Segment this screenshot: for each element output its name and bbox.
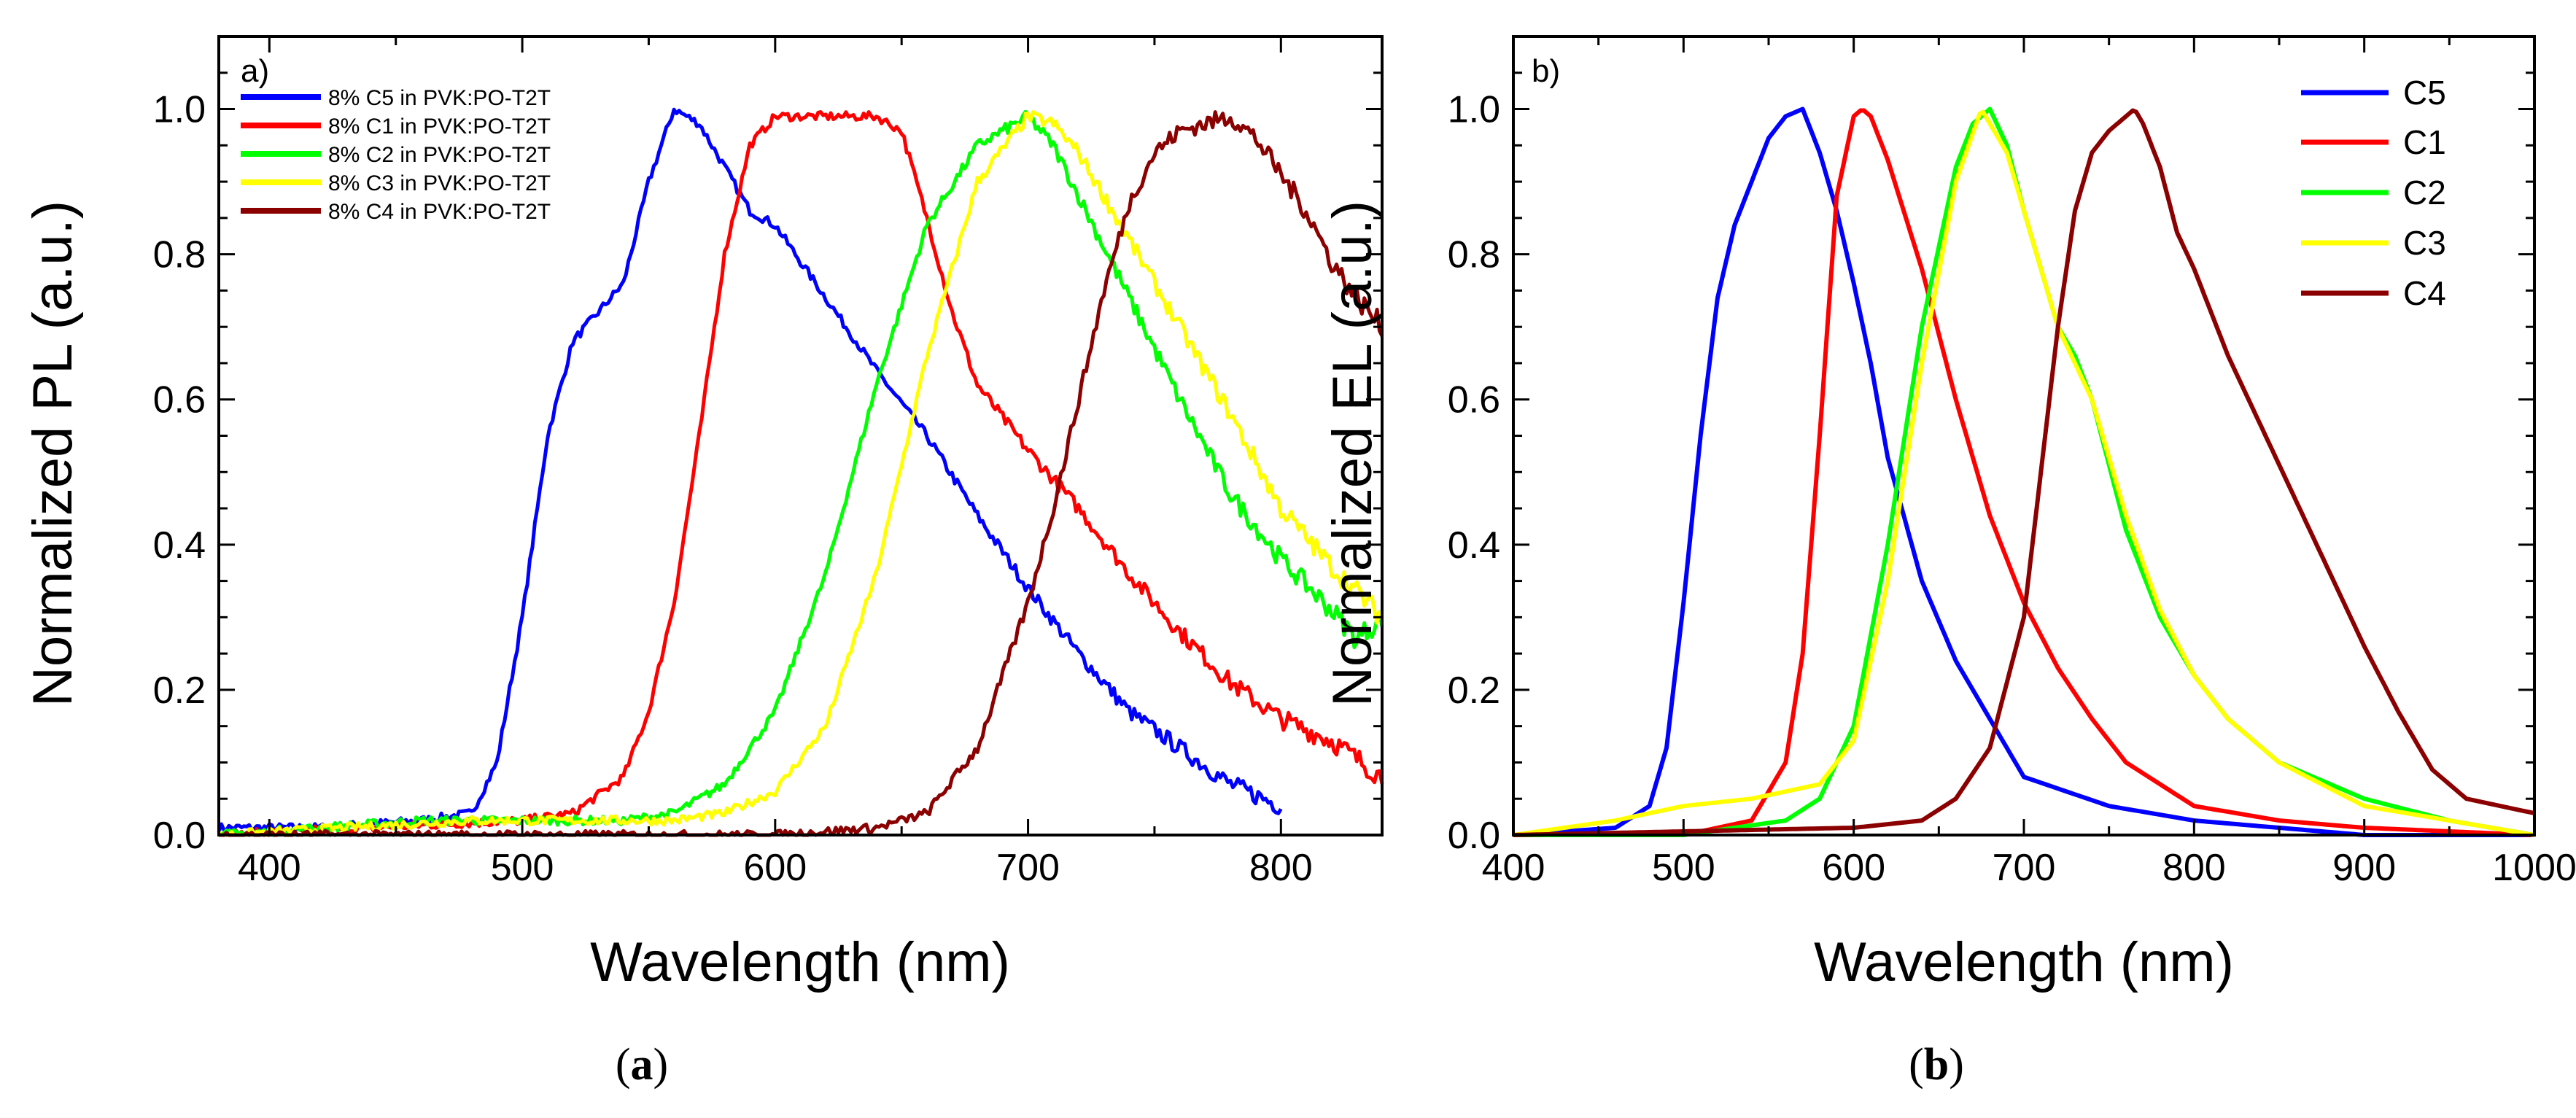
caption-b-letter: b xyxy=(1924,1040,1949,1090)
legend-label-b-3: C3 xyxy=(2403,224,2446,262)
legend-label-a-2: 8% C2 in PVK:PO-T2T xyxy=(328,143,551,167)
caption-b: (b) xyxy=(1909,1040,1964,1090)
panel-label-b: b) xyxy=(1532,53,1560,89)
legend-b: C5 C1 C2 C3 C4 xyxy=(2301,74,2446,312)
series-line-a-2 xyxy=(219,109,1384,837)
legend-label-b-4: C4 xyxy=(2403,274,2446,312)
x-tick-label-a: 500 xyxy=(491,847,554,889)
y-tick-label-a: 0.6 xyxy=(153,379,206,422)
legend-item-b-1: C1 xyxy=(2301,123,2446,161)
x-axis-label-b: Wavelength (nm) xyxy=(1814,931,2234,993)
legend-label-b-1: C1 xyxy=(2403,123,2446,161)
caption-a-letter: a xyxy=(631,1040,653,1090)
legend-item-b-4: C4 xyxy=(2301,274,2446,312)
legend-a: 8% C5 in PVK:PO-T2T 8% C1 in PVK:PO-T2T … xyxy=(241,86,551,224)
caption-a-open: ( xyxy=(616,1040,631,1090)
x-tick-label-a: 800 xyxy=(1249,847,1313,889)
legend-item-a-2: 8% C2 in PVK:PO-T2T xyxy=(241,143,551,167)
y-axis-label-a: Normalized PL (a.u.) xyxy=(22,201,84,707)
y-axis-label-b: Normalized EL (a.u.) xyxy=(1322,201,1384,707)
x-tick-label-b: 400 xyxy=(1482,847,1545,889)
y-tick-label-a: 0.2 xyxy=(153,669,206,712)
legend-label-a-1: 8% C1 in PVK:PO-T2T xyxy=(328,114,551,139)
y-tick-label-b: 0.2 xyxy=(1448,669,1500,712)
series-line-a-3 xyxy=(217,110,1384,837)
x-tick-label-b: 1000 xyxy=(2492,847,2576,889)
x-axis-label-a: Wavelength (nm) xyxy=(590,931,1010,993)
y-tick-label-b: 0.0 xyxy=(1448,815,1500,857)
legend-item-a-3: 8% C3 in PVK:PO-T2T xyxy=(241,171,551,195)
panel-label-a: a) xyxy=(241,53,269,89)
legend-item-a-1: 8% C1 in PVK:PO-T2T xyxy=(241,114,551,139)
caption-b-close: ) xyxy=(1949,1040,1964,1090)
series-layer-a xyxy=(217,107,1384,837)
chart-panel-a: 400 500 600 700 800 0.0 0.2 0.4 0.6 0.8 1.0 a) Wav… xyxy=(22,35,1384,993)
series-line-b-3 xyxy=(1513,109,2535,837)
y-tick-label-b: 0.6 xyxy=(1448,379,1500,422)
y-tick-label-b: 0.4 xyxy=(1448,524,1500,567)
x-tick-label-a: 400 xyxy=(238,847,301,889)
caption-a-close: ) xyxy=(653,1040,669,1090)
legend-label-b-0: C5 xyxy=(2403,74,2446,112)
caption-b-open: ( xyxy=(1909,1040,1924,1090)
legend-item-a-4: 8% C4 in PVK:PO-T2T xyxy=(241,200,551,224)
y-tick-label-a: 0.0 xyxy=(153,815,206,857)
x-tick-label-a: 600 xyxy=(743,847,807,889)
legend-label-a-0: 8% C5 in PVK:PO-T2T xyxy=(328,86,551,110)
axis-ticks-a: 400 500 600 700 800 0.0 0.2 0.4 0.6 0.8 1.0 xyxy=(153,35,1382,889)
y-tick-label-b: 0.8 xyxy=(1448,234,1500,276)
axis-ticks-b: 400 500 600 700 800 900 1000 0.0 0.2 0.4 0.6 0.8 1.0 xyxy=(1448,35,2576,889)
legend-item-b-2: C2 xyxy=(2301,174,2446,211)
caption-a: (a) xyxy=(616,1040,668,1090)
x-tick-label-b: 900 xyxy=(2332,847,2396,889)
y-tick-label-a: 1.0 xyxy=(153,89,206,131)
x-tick-label-b: 800 xyxy=(2162,847,2226,889)
legend-label-a-4: 8% C4 in PVK:PO-T2T xyxy=(328,200,551,224)
legend-item-b-0: C5 xyxy=(2301,74,2446,112)
x-tick-label-b: 600 xyxy=(1822,847,1885,889)
legend-item-b-3: C3 xyxy=(2301,224,2446,262)
x-tick-label-b: 700 xyxy=(1993,847,2056,889)
y-tick-label-a: 0.4 xyxy=(153,524,206,567)
y-tick-label-a: 0.8 xyxy=(153,234,206,276)
y-tick-label-b: 1.0 xyxy=(1448,89,1500,131)
x-tick-label-a: 700 xyxy=(996,847,1060,889)
legend-item-a-0: 8% C5 in PVK:PO-T2T xyxy=(241,86,551,110)
x-tick-label-b: 500 xyxy=(1652,847,1715,889)
chart-panel-b: 400 500 600 700 800 900 1000 0.0 0.2 0.4 0.6 0.8 1.0… xyxy=(1322,35,2576,993)
legend-label-a-3: 8% C3 in PVK:PO-T2T xyxy=(328,171,551,195)
legend-label-b-2: C2 xyxy=(2403,174,2446,211)
